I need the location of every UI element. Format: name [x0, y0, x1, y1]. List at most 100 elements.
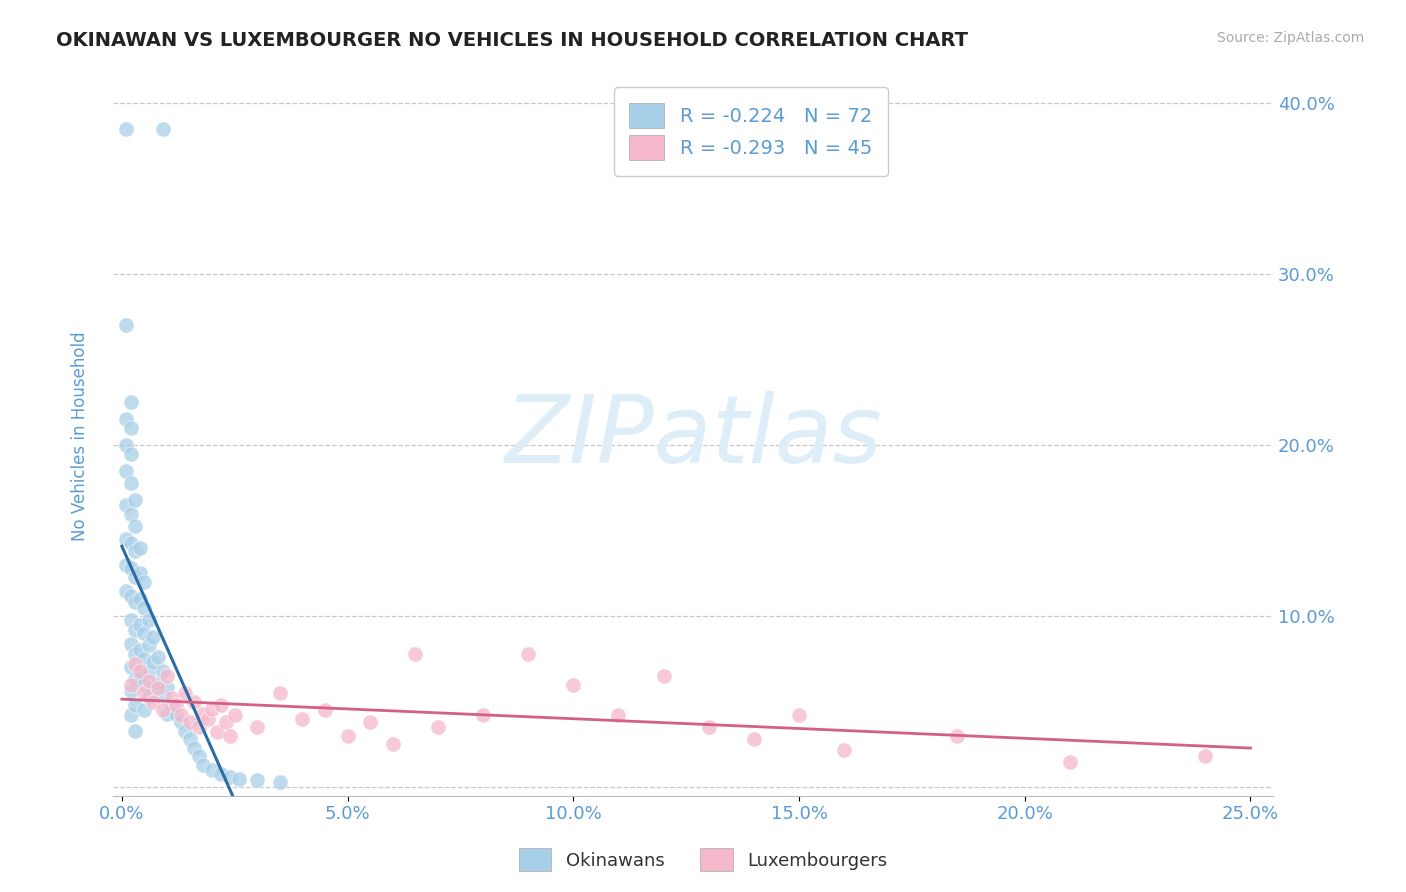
- Point: [269, 775, 291, 789]
- Point: [115, 121, 138, 136]
- Point: [1194, 749, 1216, 764]
- Point: [129, 643, 152, 657]
- Point: [138, 674, 160, 689]
- Point: [124, 623, 146, 637]
- Point: [359, 715, 381, 730]
- Point: [120, 475, 142, 490]
- Point: [832, 742, 855, 756]
- Point: [115, 464, 138, 478]
- Legend: R = -0.224   N = 72, R = -0.293   N = 45: R = -0.224 N = 72, R = -0.293 N = 45: [614, 87, 889, 176]
- Point: [124, 698, 146, 712]
- Point: [120, 447, 142, 461]
- Point: [124, 492, 146, 507]
- Point: [426, 720, 449, 734]
- Point: [120, 636, 142, 650]
- Point: [124, 595, 146, 609]
- Point: [404, 647, 426, 661]
- Point: [156, 706, 179, 721]
- Point: [120, 660, 142, 674]
- Point: [146, 650, 169, 665]
- Point: [124, 647, 146, 661]
- Point: [946, 729, 969, 743]
- Point: [134, 574, 156, 589]
- Point: [183, 740, 205, 755]
- Point: [134, 677, 156, 691]
- Point: [129, 669, 152, 683]
- Point: [120, 684, 142, 698]
- Point: [124, 570, 146, 584]
- Point: [201, 701, 224, 715]
- Point: [742, 732, 765, 747]
- Point: [652, 669, 675, 683]
- Point: [197, 712, 219, 726]
- Point: [169, 708, 191, 723]
- Point: [115, 498, 138, 512]
- Point: [314, 703, 336, 717]
- Point: [138, 690, 160, 704]
- Point: [115, 583, 138, 598]
- Point: [607, 708, 630, 723]
- Point: [134, 626, 156, 640]
- Point: [246, 720, 269, 734]
- Point: [219, 770, 242, 784]
- Point: [138, 664, 160, 678]
- Y-axis label: No Vehicles in Household: No Vehicles in Household: [72, 332, 89, 541]
- Point: [517, 647, 540, 661]
- Point: [115, 558, 138, 572]
- Point: [124, 673, 146, 687]
- Point: [138, 638, 160, 652]
- Point: [156, 681, 179, 695]
- Point: [142, 630, 165, 644]
- Point: [115, 412, 138, 426]
- Point: [187, 720, 209, 734]
- Point: [120, 708, 142, 723]
- Point: [174, 686, 197, 700]
- Point: [165, 706, 187, 721]
- Point: [336, 729, 359, 743]
- Point: [152, 703, 174, 717]
- Point: [169, 715, 191, 730]
- Point: [191, 706, 214, 721]
- Point: [115, 533, 138, 547]
- Point: [787, 708, 810, 723]
- Point: [134, 652, 156, 666]
- Point: [142, 656, 165, 670]
- Point: [215, 715, 238, 730]
- Point: [120, 421, 142, 435]
- Point: [191, 758, 214, 772]
- Point: [120, 677, 142, 691]
- Point: [160, 698, 183, 712]
- Text: OKINAWAN VS LUXEMBOURGER NO VEHICLES IN HOUSEHOLD CORRELATION CHART: OKINAWAN VS LUXEMBOURGER NO VEHICLES IN …: [56, 31, 969, 50]
- Point: [120, 535, 142, 549]
- Point: [697, 720, 720, 734]
- Point: [129, 617, 152, 632]
- Point: [115, 438, 138, 452]
- Point: [228, 772, 250, 786]
- Point: [124, 723, 146, 738]
- Point: [120, 507, 142, 521]
- Point: [124, 657, 146, 671]
- Point: [562, 677, 585, 691]
- Point: [124, 544, 146, 558]
- Point: [1059, 755, 1081, 769]
- Legend: Okinawans, Luxembourgers: Okinawans, Luxembourgers: [512, 841, 894, 879]
- Point: [152, 121, 174, 136]
- Point: [129, 664, 152, 678]
- Point: [142, 681, 165, 695]
- Point: [201, 763, 224, 777]
- Point: [134, 600, 156, 615]
- Point: [187, 749, 209, 764]
- Point: [129, 541, 152, 555]
- Point: [120, 395, 142, 409]
- Point: [120, 589, 142, 603]
- Point: [152, 690, 174, 704]
- Point: [246, 773, 269, 788]
- Point: [134, 703, 156, 717]
- Point: [209, 698, 232, 712]
- Point: [134, 686, 156, 700]
- Point: [209, 766, 232, 780]
- Point: [115, 318, 138, 333]
- Point: [291, 712, 314, 726]
- Point: [146, 681, 169, 695]
- Point: [205, 725, 228, 739]
